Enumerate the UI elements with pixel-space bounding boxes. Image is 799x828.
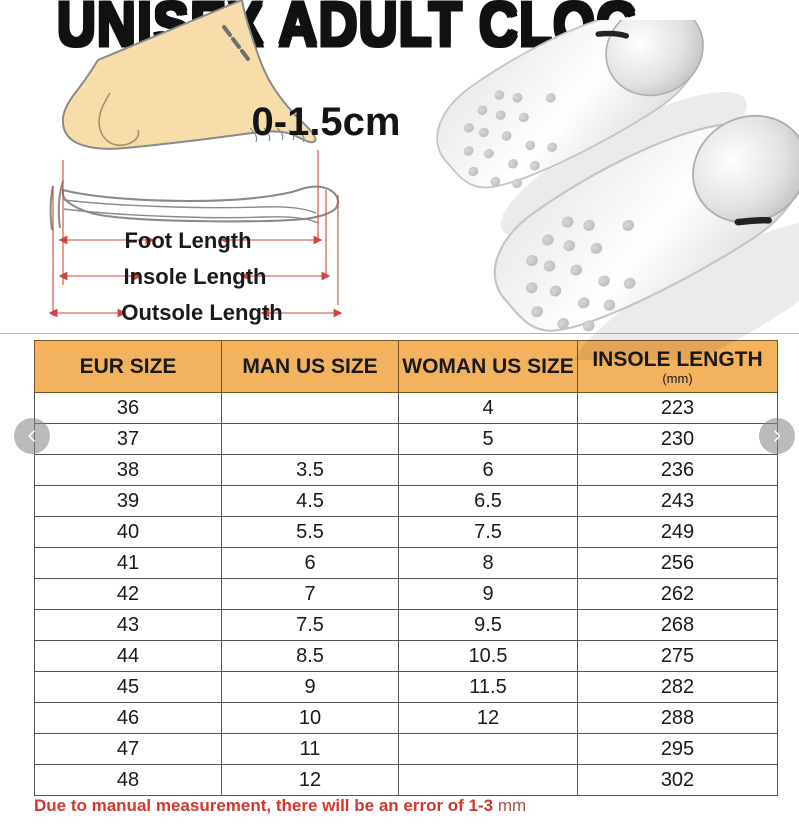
svg-text:Foot Length: Foot Length	[124, 228, 251, 253]
svg-text:Insole Length: Insole Length	[124, 264, 267, 289]
svg-text:Outsole Length: Outsole Length	[121, 300, 282, 325]
svg-text:0-1.5cm: 0-1.5cm	[252, 100, 401, 144]
